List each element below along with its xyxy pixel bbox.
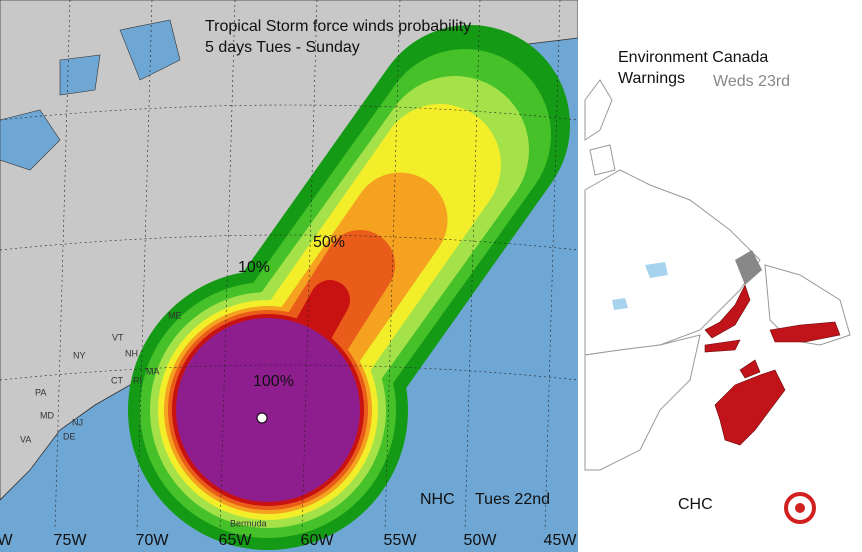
meridian	[219, 0, 236, 531]
place-label: DE	[63, 431, 76, 441]
place-label: CT	[111, 375, 123, 385]
parallel	[0, 234, 579, 251]
meridian	[136, 0, 153, 531]
place-label: VA	[20, 434, 31, 444]
islands	[584, 79, 616, 176]
new-brunswick	[584, 334, 701, 471]
lakes	[0, 19, 181, 171]
meridian	[301, 0, 318, 531]
watch-zone	[735, 250, 762, 285]
meridian	[54, 0, 71, 531]
place-label: Bermuda	[230, 518, 267, 528]
place-label: RI	[133, 375, 142, 385]
place-label: MD	[40, 410, 54, 420]
storm-center	[256, 412, 268, 424]
contour-label: 10%	[238, 259, 270, 276]
longitude-label: 45W	[544, 532, 578, 549]
longitude-label: 70W	[136, 532, 170, 549]
canada-map: Environment Canada Warnings Weds 23rd CH…	[578, 0, 862, 552]
place-label: VT	[112, 332, 124, 342]
title-line: Environment Canada	[618, 49, 768, 66]
nhc-map: Tropical Storm force winds probability 5…	[0, 0, 579, 552]
longitude-label: 65W	[219, 532, 253, 549]
place-label: NJ	[72, 417, 83, 427]
meridian	[384, 0, 401, 531]
warning-zones	[704, 284, 841, 446]
probability-core	[176, 318, 360, 502]
longitude-label: W	[0, 532, 13, 549]
longitude-label: 50W	[464, 532, 498, 549]
source: NHC	[420, 491, 455, 508]
longitude-labels: W 75W 70W 65W 60W 55W 50W 45W	[0, 532, 577, 549]
title-line: Tropical Storm force winds probability	[205, 18, 471, 35]
place-label: PA	[35, 387, 46, 397]
longitude-label: 55W	[384, 532, 418, 549]
meridian	[464, 0, 481, 531]
place-label: NY	[73, 350, 86, 360]
place-label: ME	[168, 310, 182, 320]
logo	[784, 492, 816, 524]
place-label: MA	[146, 366, 160, 376]
probability-contours	[128, 25, 570, 550]
source: CHC	[678, 496, 713, 513]
parallel	[0, 104, 579, 121]
title-line: Warnings	[618, 70, 685, 87]
contour-label: 100%	[253, 373, 294, 390]
contour-label: 50%	[313, 234, 345, 251]
longitude-label: 60W	[301, 532, 335, 549]
lakes	[612, 262, 668, 310]
longitude-label: 75W	[54, 532, 88, 549]
date: Weds 23rd	[713, 73, 790, 90]
graticule	[0, 0, 579, 531]
logo-center	[795, 503, 805, 513]
parallel	[0, 364, 579, 381]
date: Tues 22nd	[475, 491, 550, 508]
place-label: NH	[125, 348, 138, 358]
title-line: 5 days Tues - Sunday	[205, 39, 360, 56]
meridian	[544, 0, 561, 531]
